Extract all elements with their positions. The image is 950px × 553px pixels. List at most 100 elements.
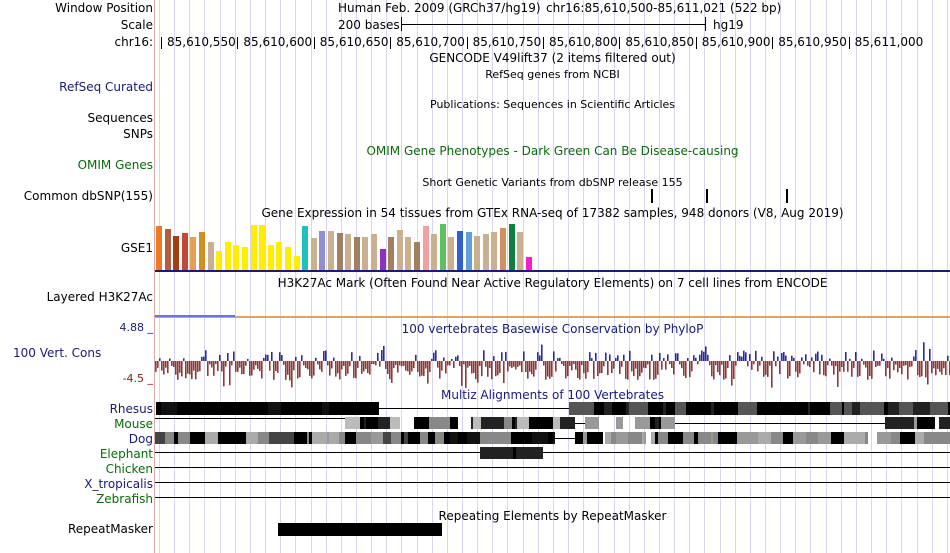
phylop-score-bar	[327, 361, 329, 366]
gtex-track-title[interactable]: Gene Expression in 54 tissues from GTEx …	[261, 206, 844, 220]
gtex-tissue-bar[interactable]	[388, 236, 395, 270]
gtex-tissue-bar[interactable]	[319, 230, 326, 270]
gtex-tissue-bar[interactable]	[371, 234, 377, 270]
gtex-tissue-bar[interactable]	[190, 236, 197, 270]
species-label-rhesus[interactable]: Rhesus	[109, 402, 153, 416]
gtex-tissue-bar[interactable]	[276, 242, 283, 270]
gtex-tissue-bar[interactable]	[250, 224, 257, 270]
phylop-track-label[interactable]: 100 Vert. Cons	[13, 346, 102, 360]
phylop-score-bar	[253, 361, 255, 370]
snp-marker[interactable]	[706, 189, 708, 203]
repeatmasker-track-label[interactable]: RepeatMasker	[67, 522, 153, 536]
phylop-score-bar	[513, 361, 515, 367]
gtex-tissue-bar[interactable]	[508, 224, 515, 270]
gtex-tissue-bar[interactable]	[336, 233, 343, 270]
repeatmasker-track-title[interactable]: Repeating Elements by RepeatMasker	[438, 509, 667, 523]
phylop-score-bar	[391, 361, 393, 383]
gtex-tissue-bar[interactable]	[482, 234, 489, 270]
alignment-block	[624, 432, 628, 444]
snp-marker[interactable]	[651, 189, 653, 203]
gtex-tissue-bar[interactable]	[422, 226, 429, 270]
species-label-elephant[interactable]: Elephant	[99, 447, 153, 461]
gtex-tissue-bar[interactable]	[285, 247, 291, 270]
species-label-chicken[interactable]: Chicken	[105, 462, 153, 476]
snp-marker[interactable]	[786, 189, 788, 203]
snps-track-label[interactable]: SNPs	[123, 127, 153, 141]
gtex-track-label[interactable]: GSE1	[120, 241, 153, 255]
alignment-block	[155, 432, 165, 444]
phylop-score-bar	[691, 361, 693, 372]
phylop-score-bar	[763, 361, 765, 377]
gtex-tissue-bar[interactable]	[156, 226, 162, 270]
species-label-x_tropicalis[interactable]: X_tropicalis	[84, 477, 153, 491]
species-label-zebrafish[interactable]: Zebrafish	[96, 492, 153, 506]
phylop-score-bar	[343, 361, 345, 366]
gtex-tissue-bar[interactable]	[293, 256, 300, 270]
omim-track-label[interactable]: OMIM Genes	[77, 158, 153, 172]
gtex-tissue-bar[interactable]	[310, 237, 317, 270]
alignment-block	[738, 402, 749, 415]
phylop-score-bar	[613, 361, 615, 369]
gtex-tissue-bar[interactable]	[457, 230, 463, 270]
gtex-tissue-bar[interactable]	[379, 249, 386, 270]
dbsnp-track-title[interactable]: Short Genetic Variants from dbSNP releas…	[422, 176, 683, 189]
species-label-dog[interactable]: Dog	[128, 432, 153, 446]
gtex-tissue-bar[interactable]	[491, 232, 498, 270]
alignment-block	[758, 432, 771, 444]
phylop-signal[interactable]	[155, 340, 950, 390]
gtex-tissue-bar[interactable]	[267, 244, 274, 270]
gtex-tissue-bar[interactable]	[328, 230, 334, 270]
gtex-tissue-bar[interactable]	[465, 232, 472, 270]
omim-track-title[interactable]: OMIM Gene Phenotypes - Dark Green Can Be…	[366, 144, 739, 158]
phylop-score-bar	[459, 361, 461, 367]
gtex-tissue-bar[interactable]	[474, 235, 481, 270]
gtex-tissue-bar[interactable]	[199, 232, 205, 270]
gtex-tissue-bar[interactable]	[207, 242, 214, 270]
gtex-tissue-bar[interactable]	[181, 233, 188, 270]
phylop-score-bar	[555, 361, 557, 372]
gtex-tissue-bar[interactable]	[414, 242, 420, 270]
pubs-track-title[interactable]: Publications: Sequences in Scientific Ar…	[430, 98, 675, 111]
gtex-tissue-bar[interactable]	[500, 227, 506, 270]
gtex-tissue-bar[interactable]	[362, 236, 369, 270]
h3k27ac-track-title[interactable]: H3K27Ac Mark (Often Found Near Active Re…	[277, 276, 828, 290]
gtex-tissue-bar[interactable]	[405, 236, 412, 270]
gtex-bar-chart[interactable]	[156, 223, 536, 270]
alignment-block	[668, 417, 675, 429]
phylop-score-bar	[585, 361, 587, 379]
species-label-mouse[interactable]: Mouse	[114, 417, 153, 431]
phylop-score-bar	[699, 354, 701, 361]
gtex-tissue-bar[interactable]	[396, 229, 403, 270]
alignment-block	[806, 432, 818, 444]
gtex-tissue-bar[interactable]	[259, 224, 266, 270]
gtex-tissue-bar[interactable]	[242, 247, 248, 270]
gtex-tissue-bar[interactable]	[439, 224, 446, 270]
gtex-tissue-bar[interactable]	[164, 228, 171, 270]
gtex-tissue-bar[interactable]	[302, 226, 309, 270]
gtex-tissue-bar[interactable]	[448, 236, 455, 270]
refseq-track-label[interactable]: RefSeq Curated	[59, 80, 153, 94]
gtex-tissue-bar[interactable]	[431, 234, 438, 270]
gtex-tissue-bar[interactable]	[353, 236, 360, 270]
gtex-tissue-bar[interactable]	[216, 250, 223, 270]
phylop-score-bar	[837, 361, 839, 387]
sequences-track-label[interactable]: Sequences	[87, 111, 153, 125]
multiz-alignments[interactable]	[155, 402, 950, 502]
alignment-gap-line	[155, 452, 480, 453]
phylop-score-bar	[593, 361, 595, 379]
gtex-tissue-bar[interactable]	[224, 242, 231, 270]
dbsnp-track-label[interactable]: Common dbSNP(155)	[23, 189, 153, 203]
phylop-score-bar	[271, 351, 273, 361]
refseq-track-title[interactable]: RefSeq genes from NCBI	[485, 68, 620, 81]
gtex-tissue-bar[interactable]	[173, 235, 180, 270]
phylop-track-title[interactable]: 100 vertebrates Basewise Conservation by…	[401, 322, 704, 336]
gtex-tissue-bar[interactable]	[525, 257, 532, 270]
h3k27ac-track-label[interactable]: Layered H3K27Ac	[46, 290, 153, 304]
repeat-element[interactable]	[278, 523, 442, 536]
window-position-label: Window Position	[55, 1, 153, 15]
multiz-track-title[interactable]: Multiz Alignments of 100 Vertebrates	[440, 388, 665, 402]
gencode-track-title[interactable]: GENCODE V49lift37 (2 items filtered out)	[429, 51, 676, 65]
gtex-tissue-bar[interactable]	[517, 232, 524, 270]
gtex-tissue-bar[interactable]	[233, 244, 240, 270]
gtex-tissue-bar[interactable]	[345, 234, 352, 270]
